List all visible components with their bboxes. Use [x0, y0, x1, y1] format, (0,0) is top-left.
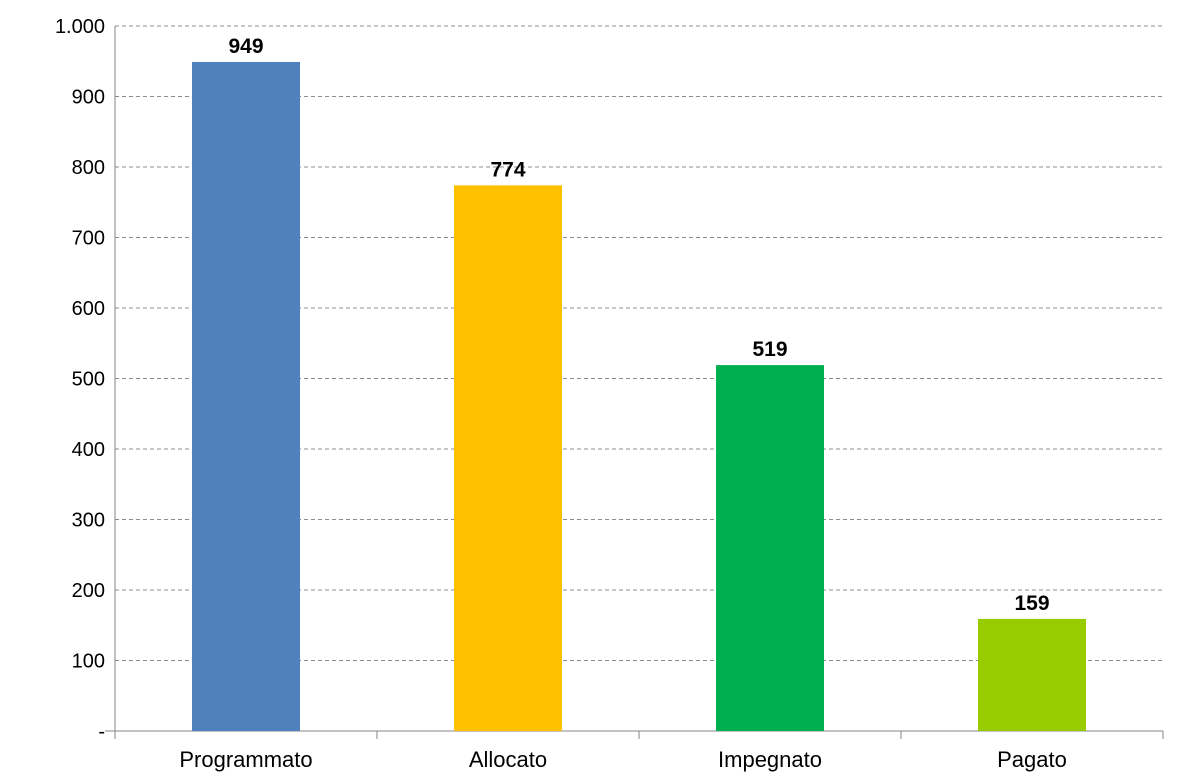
bars: [192, 61, 1086, 731]
bar-allocato: [454, 185, 562, 731]
y-tick-label: 1.000: [55, 16, 105, 38]
y-tick-label: 900: [72, 87, 105, 109]
y-tick-label: 100: [72, 651, 105, 673]
data-label-impegnato: 519: [752, 338, 787, 361]
x-axis-category-labels: Programmato Allocato Impegnato Pagato: [179, 747, 1067, 772]
bar-impegnato: [716, 365, 824, 731]
data-labels: 949 774 519 159: [228, 35, 1049, 615]
y-tick-label: 400: [72, 439, 105, 461]
data-label-pagato: 159: [1014, 592, 1049, 615]
y-tick-label: 300: [72, 510, 105, 532]
y-tick-label: 600: [72, 298, 105, 320]
y-tick-label: -: [98, 721, 105, 743]
bar-pagato: [978, 618, 1086, 731]
x-axis-tick-marks: [114, 731, 1164, 739]
category-label-impegnato: Impegnato: [718, 747, 822, 772]
data-label-allocato: 774: [490, 158, 525, 181]
y-axis-tick-labels: - 100 200 300 400 500 600 700 800 900 1.000: [55, 16, 105, 743]
y-tick-label: 800: [72, 157, 105, 179]
category-label-pagato: Pagato: [997, 747, 1067, 772]
category-label-programmato: Programmato: [179, 747, 312, 772]
y-tick-label: 200: [72, 580, 105, 602]
y-tick-label: 700: [72, 228, 105, 250]
bar-programmato: [192, 61, 300, 731]
data-label-programmato: 949: [228, 35, 263, 58]
y-tick-label: 500: [72, 369, 105, 391]
category-label-allocato: Allocato: [469, 747, 547, 772]
